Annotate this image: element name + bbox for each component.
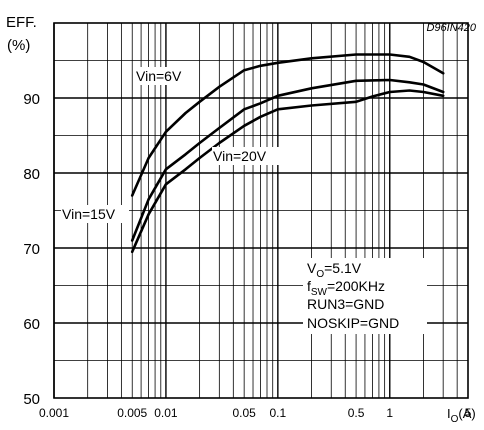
y-tick-label: 90 (23, 91, 40, 108)
y-tick-labels: 50 60 70 80 90 (23, 91, 40, 408)
x-axis-label-unit: (A) (458, 406, 475, 421)
series-label-6v: Vin=6V (135, 67, 198, 85)
x-axis-label: IO(A) (447, 406, 476, 425)
y-tick-label: 60 (23, 316, 40, 333)
x-axis-label-main: I (447, 406, 451, 421)
conditions-bg (303, 258, 427, 334)
conditions-box: VO=5.1V fSW=200KHz RUN3=GND NOSKIP=GND (303, 258, 427, 334)
series-label-15v: Vin=15V (61, 205, 129, 223)
condition-run3: RUN3=GND (307, 296, 384, 312)
x-tick-label: 5 (465, 406, 472, 420)
plot-frame (53, 22, 469, 399)
x-tick-label: 0.005 (117, 406, 147, 420)
condition-vo-sub: O (316, 269, 324, 280)
condition-fsw-rest: =200KHz (327, 278, 385, 294)
series-line-1 (130, 53, 445, 197)
series-line-3 (130, 89, 445, 254)
corner-label: D96IN420 (426, 22, 476, 34)
series-label-15v-bg (61, 205, 129, 223)
x-tick-label: 0.05 (232, 406, 256, 420)
series-label-6v-text: Vin=6V (136, 68, 182, 84)
series-label-6v-bg (135, 67, 198, 85)
x-tick-label: 0.5 (348, 406, 365, 420)
x-tick-labels: 0.001 0.005 0.01 0.05 0.1 0.5 1 5 (39, 406, 472, 420)
condition-vo: VO=5.1V (307, 260, 362, 280)
x-tick-label: 0.001 (39, 406, 69, 420)
condition-noskip: NOSKIP=GND (307, 315, 399, 331)
y-tick-label: 70 (23, 241, 40, 258)
condition-fsw: fSW=200KHz (307, 278, 385, 298)
condition-vo-rest: =5.1V (324, 260, 362, 276)
y-tick-label: 50 (23, 391, 40, 408)
x-tick-label: 0.1 (270, 406, 287, 420)
series-label-15v-text: Vin=15V (62, 206, 116, 222)
condition-fsw-sub: SW (311, 287, 328, 298)
condition-fsw-main: f (307, 278, 311, 294)
curves (130, 53, 445, 254)
series-label-20v-text: Vin=20V (213, 148, 267, 164)
series-label-20v: Vin=20V (212, 147, 284, 165)
series-label-20v-bg (212, 147, 284, 165)
condition-vo-main: V (307, 260, 317, 276)
series-line-2 (130, 78, 445, 242)
x-tick-label: 1 (386, 406, 393, 420)
y-axis-label-line1: EFF. (6, 14, 37, 31)
x-tick-label: 0.01 (154, 406, 178, 420)
y-axis-label-line2: (%) (7, 37, 30, 54)
y-tick-label: 80 (23, 166, 40, 183)
x-axis-label-sub: O (451, 414, 459, 425)
